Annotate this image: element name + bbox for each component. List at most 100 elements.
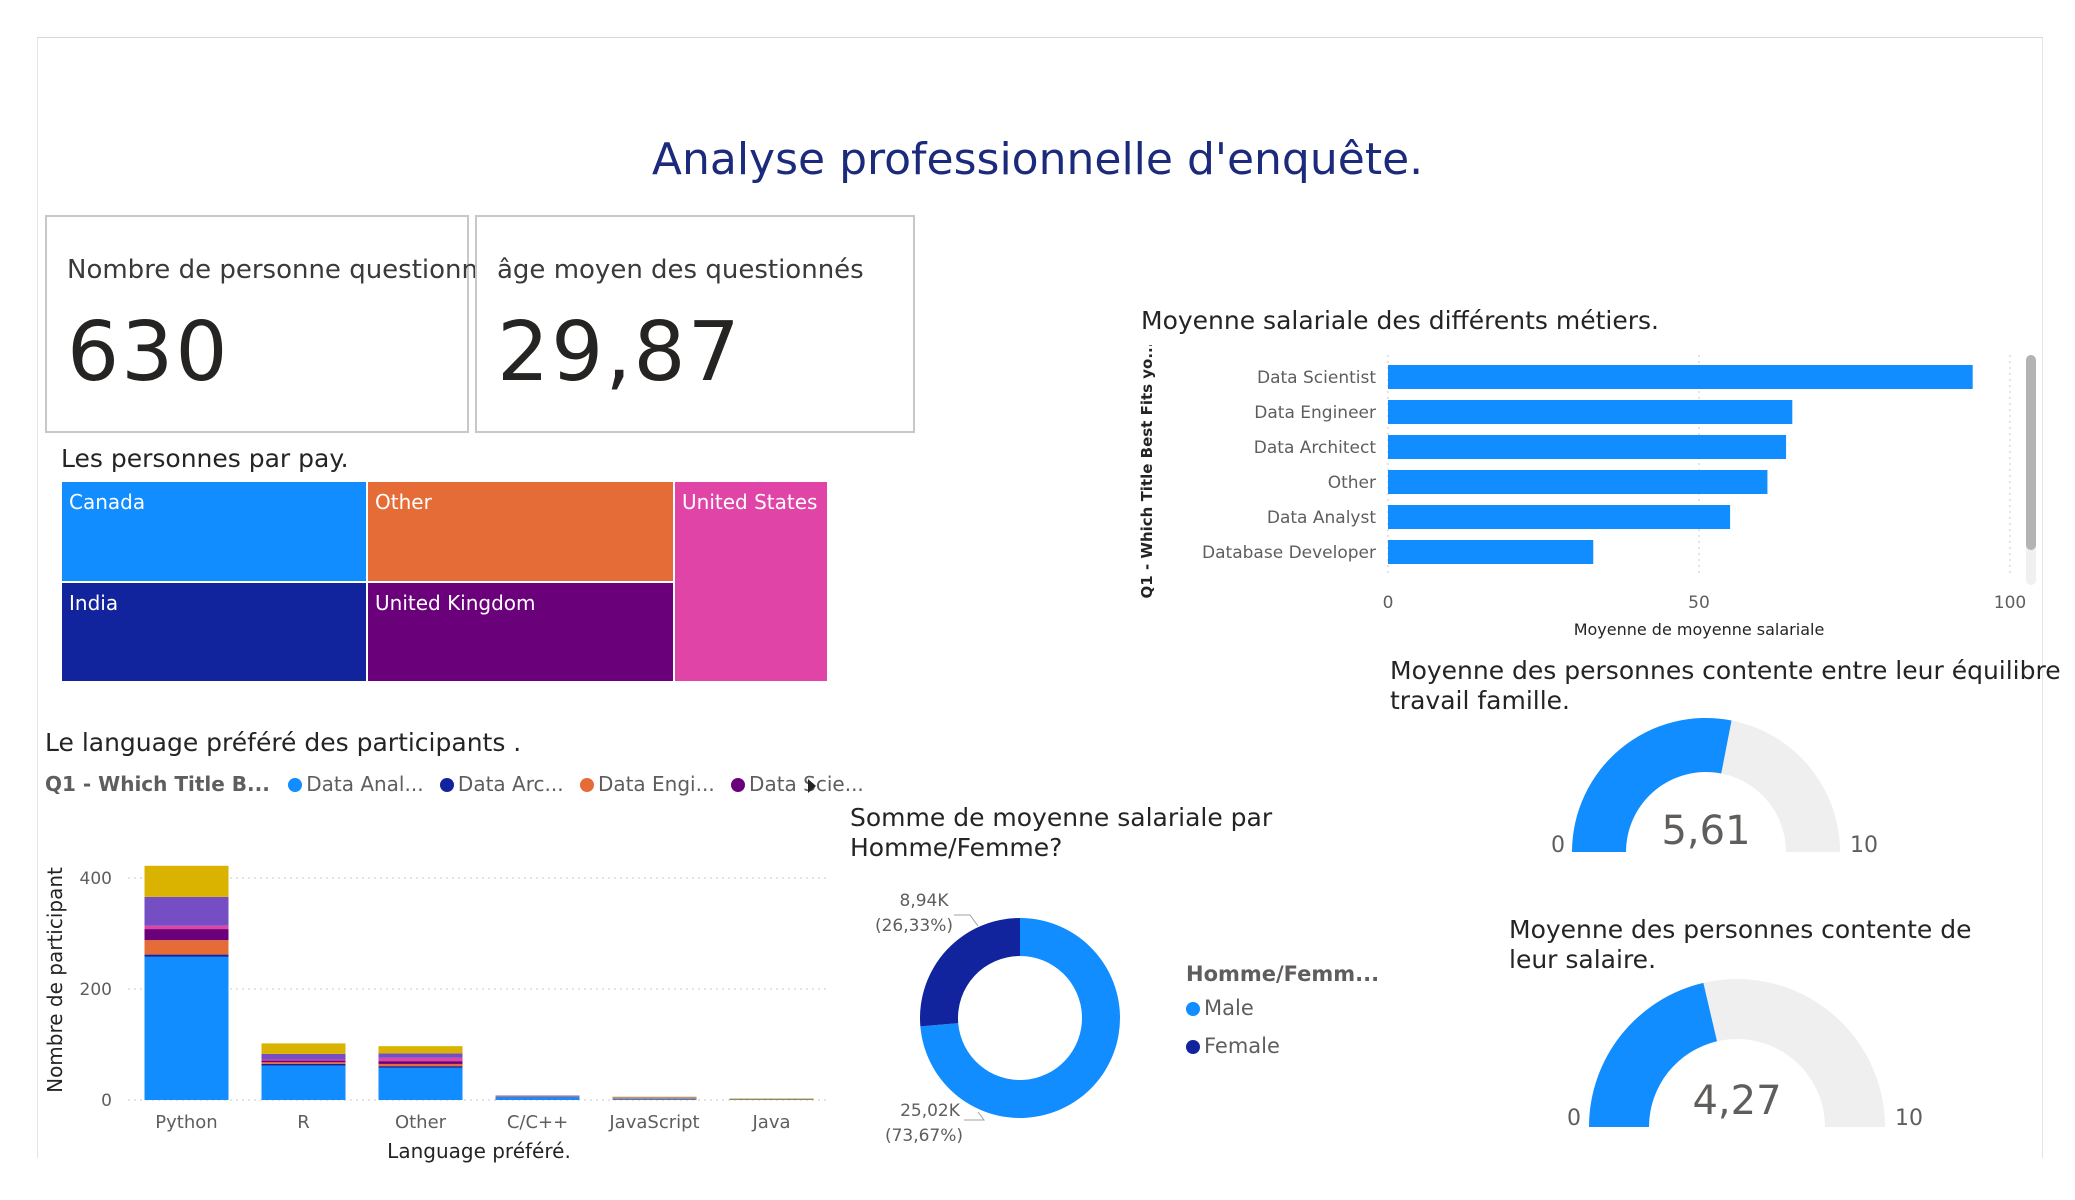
stacked-segment[interactable] (144, 896, 229, 926)
stacked-segment[interactable] (144, 929, 229, 941)
category-label: Data Engineer (1254, 403, 1376, 423)
treemap-label: United States (682, 490, 818, 514)
gauge-max: 10 (1850, 833, 1878, 858)
legend-item[interactable]: Data Arc... (439, 772, 564, 796)
treemap-cell-other[interactable]: Other (367, 481, 674, 582)
stacked-segment[interactable] (144, 925, 229, 930)
legend-dot (1186, 1040, 1200, 1054)
card-value: 29,87 (497, 305, 742, 400)
legend-item[interactable]: Data Engi... (579, 772, 715, 796)
gauge-fill[interactable] (1589, 982, 1717, 1127)
card-respondents[interactable]: Nombre de personne questionnée 630 (45, 215, 510, 433)
x-axis-title: Moyenne de moyenne salariale (1574, 620, 1825, 639)
stacked-segment[interactable] (612, 1097, 697, 1098)
gauge2-title-line1: Moyenne des personnes contente de (1509, 915, 1972, 944)
legend-item[interactable]: Data Scie... (731, 772, 864, 796)
category-label: Data Analyst (1267, 508, 1376, 528)
x-tick-label: Other (395, 1112, 447, 1133)
stacked-segment[interactable] (729, 1098, 814, 1100)
legend-item[interactable]: Male (1186, 996, 1379, 1020)
stacked-segment[interactable] (729, 1099, 814, 1100)
category-label: Database Developer (1202, 543, 1376, 563)
bar[interactable] (1388, 435, 1787, 459)
stacked-segment[interactable] (261, 1065, 346, 1100)
stacked-segment[interactable] (495, 1097, 580, 1100)
card-average-age[interactable]: âge moyen des questionnés 29,87 (475, 215, 915, 433)
bar[interactable] (1388, 365, 1973, 389)
x-tick-label: R (297, 1112, 310, 1133)
bar[interactable] (1388, 505, 1731, 529)
stacked-segment[interactable] (378, 1063, 463, 1067)
legend-dot (1186, 1002, 1200, 1016)
x-axis-title: Language préféré. (387, 1139, 571, 1163)
y-tick-label: 0 (101, 1091, 112, 1111)
x-tick-label: C/C++ (507, 1112, 568, 1133)
stacked-segment[interactable] (261, 1043, 346, 1054)
y-tick-label: 200 (80, 980, 112, 1000)
treemap-cell-canada[interactable]: Canada (61, 481, 367, 582)
stacked-segment[interactable] (378, 1067, 463, 1100)
legend-dot (439, 778, 454, 792)
scrollbar-thumb[interactable] (2026, 355, 2036, 550)
donut-slice[interactable] (920, 918, 1020, 1027)
x-tick-label: 100 (1994, 593, 2026, 613)
stacked-segment[interactable] (261, 1059, 346, 1061)
legend-next-arrow-icon[interactable] (806, 778, 818, 794)
x-tick-label: Python (155, 1112, 217, 1133)
legend-label: Data Arc... (457, 772, 564, 796)
category-label: Data Architect (1254, 438, 1377, 458)
legend-title: Homme/Femm... (1186, 962, 1380, 986)
stacked-segment[interactable] (378, 1053, 463, 1058)
stacked-segment[interactable] (261, 1063, 346, 1066)
category-label: Other (1328, 473, 1376, 493)
stacked-segment[interactable] (144, 940, 229, 955)
treemap-cell-india[interactable]: India (61, 582, 367, 682)
bar[interactable] (1388, 400, 1793, 424)
stacked-segment[interactable] (612, 1096, 697, 1098)
salary-chart-title: Moyenne salariale des différents métiers… (1141, 306, 1659, 335)
stacked-segment[interactable] (495, 1096, 580, 1098)
treemap-cell-united-states[interactable]: United States (674, 481, 828, 682)
treemap-label: Other (375, 490, 432, 514)
data-label: 8,94K (900, 891, 950, 911)
gauge-fill[interactable] (1572, 718, 1732, 852)
leader-line (964, 1111, 985, 1121)
gauge-min: 0 (1567, 1106, 1581, 1131)
language-stacked-chart: 0 200 400 Python R Other C/C++ JavaScript Java La… (43, 865, 830, 1163)
legend-item[interactable]: Female (1186, 1034, 1379, 1058)
stacked-segment[interactable] (261, 1053, 346, 1060)
salary-bar-chart: 0 50 100 Data Scientist Data Engineer Data Ar… (1138, 345, 2036, 639)
worklife-gauge (1572, 718, 1840, 852)
stacked-segment[interactable] (378, 1066, 463, 1068)
treemap-label: India (69, 591, 119, 615)
data-label: (26,33%) (875, 916, 953, 936)
treemap-cell-united-kingdom[interactable]: United Kingdom (367, 582, 674, 682)
gauge-value: 5,61 (1661, 808, 1751, 854)
stacked-segment[interactable] (261, 1060, 346, 1063)
legend-dot (579, 778, 594, 792)
stacked-segment[interactable] (261, 1062, 346, 1064)
gauge-min: 0 (1551, 833, 1565, 858)
stacked-segment[interactable] (144, 865, 229, 897)
data-label: 25,02K (900, 1101, 961, 1121)
treemap-label: Canada (69, 490, 146, 514)
stacked-segment[interactable] (378, 1057, 463, 1062)
stacked-segment[interactable] (495, 1096, 580, 1097)
stacked-segment[interactable] (612, 1098, 697, 1100)
donut-title-line2: Homme/Femme? (850, 833, 1063, 862)
stacked-segment[interactable] (378, 1046, 463, 1054)
legend-label: Female (1204, 1034, 1280, 1058)
x-tick-label: 50 (1688, 593, 1710, 613)
stacked-segment[interactable] (729, 1098, 814, 1099)
stacked-segment[interactable] (144, 956, 229, 1100)
legend-label: Data Scie... (749, 772, 864, 796)
legend-item[interactable]: Data Anal... (288, 772, 424, 796)
bar[interactable] (1388, 540, 1594, 564)
stacked-segment[interactable] (378, 1061, 463, 1064)
stacked-segment[interactable] (495, 1095, 580, 1097)
stacked-segment[interactable] (144, 954, 229, 957)
donut-slice[interactable] (920, 918, 1120, 1118)
category-label: Data Scientist (1257, 368, 1376, 388)
bar[interactable] (1388, 470, 1768, 494)
stacked-segment[interactable] (612, 1097, 697, 1099)
